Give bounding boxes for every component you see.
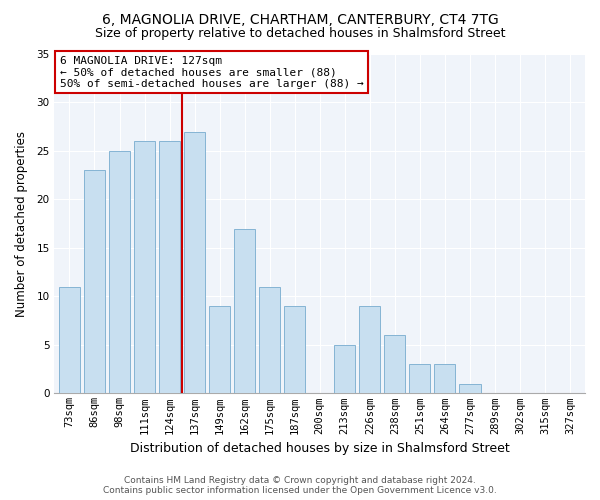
Bar — [134, 142, 155, 394]
Bar — [59, 286, 80, 394]
Bar — [459, 384, 481, 394]
X-axis label: Distribution of detached houses by size in Shalmsford Street: Distribution of detached houses by size … — [130, 442, 509, 455]
Bar — [409, 364, 430, 394]
Text: Size of property relative to detached houses in Shalmsford Street: Size of property relative to detached ho… — [95, 28, 505, 40]
Bar — [359, 306, 380, 394]
Bar — [84, 170, 105, 394]
Bar — [284, 306, 305, 394]
Y-axis label: Number of detached properties: Number of detached properties — [15, 130, 28, 316]
Text: Contains HM Land Registry data © Crown copyright and database right 2024.
Contai: Contains HM Land Registry data © Crown c… — [103, 476, 497, 495]
Text: 6, MAGNOLIA DRIVE, CHARTHAM, CANTERBURY, CT4 7TG: 6, MAGNOLIA DRIVE, CHARTHAM, CANTERBURY,… — [101, 12, 499, 26]
Bar — [384, 335, 406, 394]
Text: 6 MAGNOLIA DRIVE: 127sqm
← 50% of detached houses are smaller (88)
50% of semi-d: 6 MAGNOLIA DRIVE: 127sqm ← 50% of detach… — [60, 56, 364, 89]
Bar — [184, 132, 205, 394]
Bar — [209, 306, 230, 394]
Bar — [259, 286, 280, 394]
Bar — [434, 364, 455, 394]
Bar — [159, 142, 180, 394]
Bar — [234, 228, 255, 394]
Bar — [334, 345, 355, 394]
Bar — [109, 151, 130, 394]
